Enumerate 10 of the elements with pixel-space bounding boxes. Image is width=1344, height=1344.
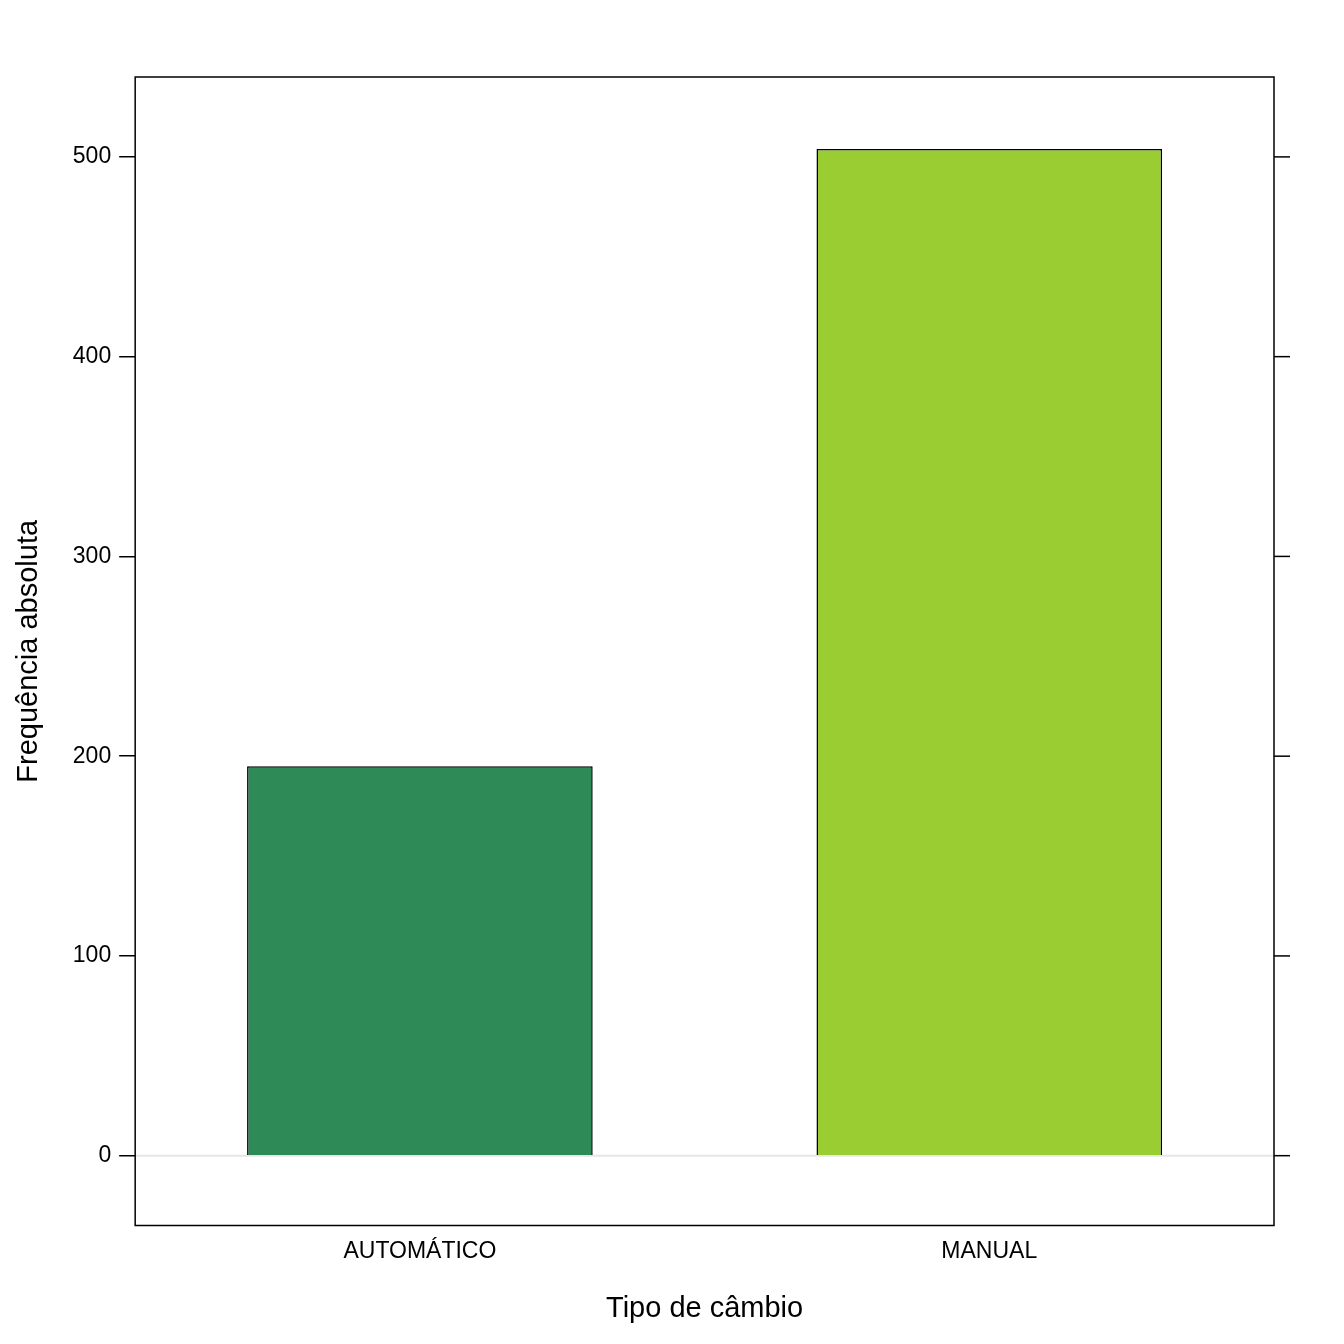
y-tick-label: 500 — [72, 142, 112, 169]
y-axis-title: Frequência absoluta — [11, 519, 44, 783]
y-tick-label: 0 — [98, 1141, 112, 1168]
y-tick-label: 200 — [72, 741, 112, 768]
x-tick-label: MANUAL — [941, 1236, 1038, 1263]
x-axis-title: Tipo de câmbio — [605, 1290, 804, 1323]
y-tick-label: 100 — [72, 941, 112, 968]
y-tick-label: 400 — [72, 342, 112, 368]
x-tick-label: AUTOMÁTICO — [343, 1236, 497, 1263]
y-tick-label: 300 — [72, 541, 112, 568]
